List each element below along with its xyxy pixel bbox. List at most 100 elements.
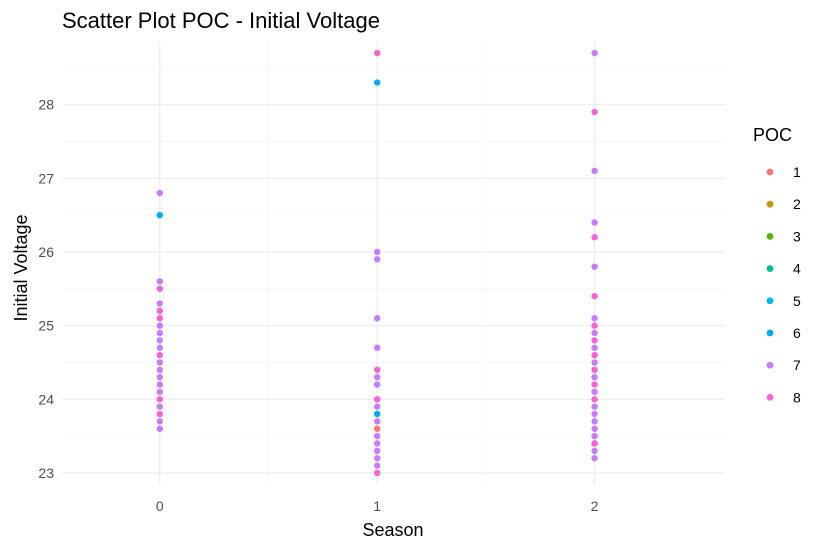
data-point-poc-8: [156, 396, 164, 403]
data-point-poc-7: [156, 373, 164, 381]
chart-title: Scatter Plot POC - Initial Voltage: [62, 8, 380, 33]
legend-label-3: 3: [793, 228, 801, 244]
legend-key-7: [766, 361, 774, 369]
legend: POC 1 2 3 4 5 6 7 8: [753, 125, 801, 405]
data-point-poc-8: [591, 292, 598, 300]
y-tick-label: 23: [38, 465, 54, 481]
x-tick-label: 2: [591, 498, 599, 514]
data-point-poc-7: [591, 432, 598, 440]
legend-label-1: 1: [793, 164, 801, 180]
legend-key-3: [766, 233, 774, 240]
data-point-poc-7: [373, 315, 381, 322]
data-point-poc-8: [156, 307, 164, 315]
data-point-poc-7: [156, 337, 164, 344]
axis-ticks: 23 24 25 26 27 28 0 1 2: [38, 97, 598, 514]
x-axis-title: Season: [362, 520, 423, 540]
data-point-poc-8: [591, 234, 598, 241]
data-point-poc-8: [591, 440, 598, 447]
x-tick-label: 1: [373, 498, 381, 514]
data-point-poc-8: [591, 351, 598, 359]
data-point-poc-7: [156, 418, 164, 425]
data-point-poc-8: [591, 381, 598, 388]
data-point-poc-7: [373, 432, 381, 440]
legend-key-4: [766, 265, 774, 272]
data-point-poc-7: [591, 329, 598, 337]
data-point-poc-8: [591, 396, 598, 403]
data-point-poc-7: [591, 388, 598, 396]
data-point-poc-7: [591, 49, 598, 57]
data-point-poc-7: [591, 373, 598, 381]
data-point-poc-8: [591, 322, 598, 329]
data-point-poc-7: [373, 248, 381, 256]
data-point-poc-1: [373, 425, 381, 432]
y-tick-label: 24: [38, 391, 54, 407]
legend-key-6: [766, 329, 774, 337]
data-point-poc-7: [591, 410, 598, 418]
data-point-poc-7: [373, 373, 381, 381]
data-point-poc-7: [591, 425, 598, 432]
y-axis-title: Initial Voltage: [11, 214, 31, 321]
y-tick-label: 27: [38, 170, 54, 186]
data-point-poc-8: [373, 469, 381, 477]
data-point-poc-7: [156, 403, 164, 410]
data-point-poc-7: [591, 447, 598, 455]
legend-title: POC: [753, 125, 792, 145]
data-point-poc-7: [591, 219, 598, 226]
legend-key-8: [766, 394, 774, 401]
y-tick-label: 28: [38, 97, 54, 113]
legend-label-4: 4: [793, 261, 801, 277]
data-point-poc-7: [156, 359, 164, 366]
data-point-poc-8: [591, 366, 598, 374]
legend-key-2: [766, 200, 774, 208]
x-tick-label: 0: [156, 498, 164, 514]
data-point-poc-7: [591, 455, 598, 462]
legend-label-7: 7: [793, 357, 801, 373]
data-point-poc-7: [156, 189, 164, 197]
data-point-poc-7: [373, 403, 381, 410]
data-point-poc-7: [156, 278, 164, 285]
data-point-poc-7: [156, 322, 164, 329]
data-point-poc-7: [373, 447, 381, 455]
data-point-poc-8: [156, 351, 164, 359]
data-points: [156, 49, 598, 477]
legend-label-6: 6: [793, 325, 801, 341]
grid: [62, 42, 725, 484]
legend-label-2: 2: [793, 196, 801, 212]
data-point-poc-7: [373, 440, 381, 447]
legend-label-8: 8: [793, 389, 801, 405]
legend-key-1: [766, 168, 774, 176]
data-point-poc-7: [156, 344, 164, 351]
data-point-poc-8: [373, 366, 381, 374]
data-point-poc-7: [373, 462, 381, 469]
data-point-poc-8: [373, 49, 381, 57]
data-point-poc-7: [156, 366, 164, 374]
data-point-poc-7: [591, 359, 598, 366]
data-point-poc-7: [373, 418, 381, 425]
data-point-poc-6: [156, 211, 164, 219]
data-point-poc-8: [156, 315, 164, 322]
y-tick-label: 26: [38, 244, 54, 260]
data-point-poc-7: [156, 300, 164, 307]
data-point-poc-7: [156, 329, 164, 337]
data-point-poc-7: [591, 167, 598, 175]
data-point-poc-7: [156, 388, 164, 396]
data-point-poc-8: [373, 396, 381, 403]
data-point-poc-7: [156, 425, 164, 432]
data-point-poc-7: [591, 315, 598, 322]
legend-key-5: [766, 297, 774, 305]
data-point-poc-8: [156, 285, 164, 292]
y-tick-label: 25: [38, 318, 54, 334]
data-point-poc-8: [591, 108, 598, 116]
data-point-poc-7: [591, 403, 598, 410]
data-point-poc-8: [591, 337, 598, 344]
data-point-poc-6: [373, 79, 381, 86]
data-point-poc-7: [591, 344, 598, 351]
data-point-poc-8: [156, 410, 164, 418]
data-point-poc-7: [591, 263, 598, 270]
data-point-poc-7: [373, 256, 381, 263]
data-point-poc-7: [373, 344, 381, 351]
data-point-poc-7: [156, 381, 164, 388]
data-point-poc-7: [373, 381, 381, 388]
data-point-poc-7: [591, 418, 598, 425]
